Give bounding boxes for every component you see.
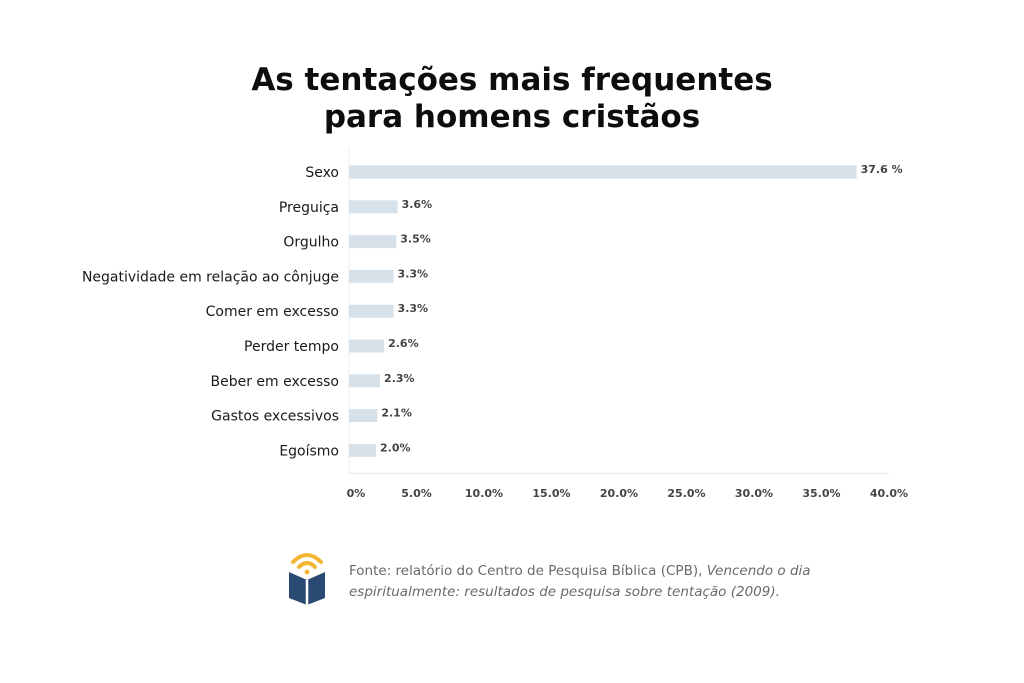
value-label: 2.1%: [381, 407, 412, 420]
bar: [349, 269, 394, 283]
value-label: 3.3%: [398, 267, 429, 280]
value-label: 2.0%: [380, 441, 411, 454]
logo-wave-outer: [291, 553, 323, 564]
x-tick-label: 30.0%: [735, 487, 773, 500]
bar: [349, 443, 376, 457]
bar: [349, 200, 398, 214]
logo-signal-dot: [304, 569, 310, 575]
logo-wave-inner: [297, 561, 317, 569]
value-label: 2.3%: [384, 372, 415, 385]
x-tick-label: 10.0%: [465, 487, 503, 500]
cpb-logo: [287, 548, 327, 606]
category-label: Beber em excesso: [211, 374, 340, 390]
bar: [349, 235, 397, 249]
value-label: 3.3%: [398, 302, 429, 315]
bar: [349, 165, 857, 179]
category-label: Negatividade em relação ao cônjuge: [82, 269, 339, 285]
x-tick-label: 5.0%: [401, 487, 432, 500]
category-label: Egoísmo: [279, 443, 339, 459]
value-label: 3.5%: [400, 233, 431, 246]
category-label: Sexo: [305, 165, 339, 181]
value-label: 37.6 %: [861, 163, 903, 176]
bar: [349, 374, 381, 388]
bar: [349, 409, 378, 423]
x-tick-label: 15.0%: [532, 487, 570, 500]
x-tick-label: 0%: [347, 487, 366, 500]
source-title-italic: Vencendo o dia espiritualmente: resultad…: [349, 563, 811, 600]
category-label: Perder tempo: [244, 339, 339, 355]
category-label: Orgulho: [283, 235, 339, 251]
bar-chart: Sexo 37.6 % Preguiça 3.6% Orgulho 3.5% Negativ…: [82, 148, 908, 500]
source-text: Fonte: relatório do Centro de Pesquisa B…: [349, 563, 703, 579]
chart-title-line-1: As tentações mais frequentes: [251, 62, 773, 98]
x-tick-label: 20.0%: [600, 487, 638, 500]
category-label: Preguiça: [279, 200, 339, 216]
source-note: Fonte: relatório do Centro de Pesquisa B…: [349, 561, 819, 603]
book-signal-icon: [289, 553, 325, 605]
category-label: Gastos excessivos: [211, 409, 339, 425]
chart-title-line-2: para homens cristãos: [323, 99, 701, 135]
x-tick-label: 25.0%: [667, 487, 705, 500]
x-tick-label: 40.0%: [870, 487, 908, 500]
bar: [349, 304, 394, 318]
value-label: 2.6%: [388, 337, 419, 350]
x-tick-label: 35.0%: [802, 487, 840, 500]
category-label: Comer em excesso: [206, 304, 339, 320]
chart-title: As tentações mais frequentes para homens…: [0, 62, 1024, 136]
value-label: 3.6%: [402, 198, 433, 211]
bar: [349, 339, 385, 353]
